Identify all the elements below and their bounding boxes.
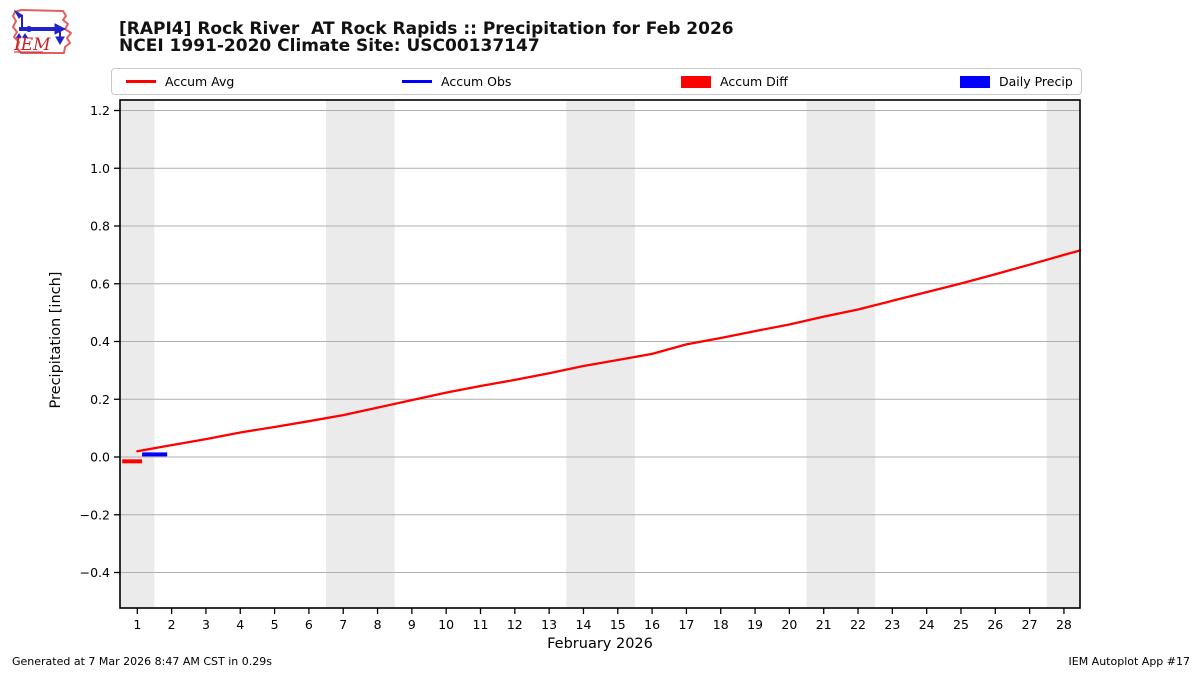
x-tick-label: 9 (408, 617, 416, 632)
x-tick-label: 1 (133, 617, 141, 632)
x-tick-label: 8 (374, 617, 382, 632)
y-tick-label: 0.2 (90, 392, 110, 407)
y-tick-label: −0.2 (80, 507, 110, 522)
x-tick-label: 10 (438, 617, 454, 632)
x-tick-label: 16 (644, 617, 660, 632)
weekend-band (806, 100, 876, 608)
x-tick-label: 24 (919, 617, 935, 632)
x-tick-label: 21 (816, 617, 832, 632)
weekend-band (1046, 100, 1080, 608)
x-tick-label: 22 (850, 617, 866, 632)
x-tick-label: 15 (610, 617, 626, 632)
legend-label: Daily Precip (999, 74, 1073, 89)
x-tick-label: 28 (1056, 617, 1072, 632)
y-tick-label: 0.8 (90, 219, 110, 234)
x-tick-label: 14 (576, 617, 592, 632)
y-tick-label: 0.4 (90, 334, 110, 349)
iowa-outline-icon (12, 9, 72, 54)
chart-title: [RAPI4] Rock River AT Rock Rapids :: Pre… (119, 19, 734, 39)
footer-generated-text: Generated at 7 Mar 2026 8:47 AM CST in 0… (12, 655, 272, 668)
x-tick-label: 19 (747, 617, 763, 632)
accum-avg-line (136, 249, 1082, 453)
y-tick-label: 1.2 (90, 103, 110, 118)
x-tick-label: 7 (339, 617, 347, 632)
legend-label: Accum Obs (441, 74, 512, 89)
marker-accum-diff (122, 459, 143, 464)
weather-vane-icon (13, 9, 67, 46)
x-tick-label: 25 (953, 617, 969, 632)
x-tick-label: 17 (678, 617, 694, 632)
y-tick-label: 0.0 (90, 450, 110, 465)
x-tick-label: 18 (713, 617, 729, 632)
x-tick-label: 4 (236, 617, 244, 632)
y-tick-label: −0.4 (80, 565, 110, 580)
legend-line-swatch-icon (126, 80, 156, 83)
x-tick-label: 20 (781, 617, 797, 632)
x-axis-label: February 2026 (547, 636, 653, 652)
weekend-band (120, 100, 155, 608)
marker-daily-precip (142, 452, 168, 457)
x-tick-label: 5 (271, 617, 279, 632)
legend-item-accum-diff: Accum Diff (681, 69, 788, 94)
legend: Accum Avg Accum Obs Accum Diff Daily Precip (111, 68, 1082, 95)
x-tick-label: 11 (473, 617, 489, 632)
y-tick-label: 1.0 (90, 161, 110, 176)
x-tick-label: 3 (202, 617, 210, 632)
legend-patch-swatch-icon (681, 75, 711, 88)
legend-patch-swatch-icon (960, 75, 990, 88)
iem-logo-text: IEM (13, 35, 51, 55)
x-tick-label: 6 (305, 617, 313, 632)
legend-item-daily-precip: Daily Precip (960, 69, 1073, 94)
iem-logo: IEM (12, 9, 72, 55)
x-tick-label: 26 (987, 617, 1003, 632)
legend-item-accum-obs: Accum Obs (402, 69, 511, 94)
legend-item-accum-avg: Accum Avg (126, 69, 234, 94)
plot-border (119, 99, 1081, 609)
legend-label: Accum Avg (165, 74, 235, 89)
legend-line-swatch-icon (402, 80, 432, 83)
x-tick-label: 12 (507, 617, 523, 632)
x-tick-label: 27 (1022, 617, 1038, 632)
x-tick-label: 13 (541, 617, 557, 632)
y-axis-label: Precipitation [inch] (48, 271, 64, 409)
x-tick-label: 23 (884, 617, 900, 632)
weekend-band (326, 100, 395, 608)
y-tick-label: 0.6 (90, 276, 110, 291)
chart-subtitle: NCEI 1991-2020 Climate Site: USC00137147 (119, 36, 540, 56)
x-tick-label: 2 (168, 617, 176, 632)
legend-label: Accum Diff (720, 74, 788, 89)
weekend-band (566, 100, 635, 608)
footer-app-text: IEM Autoplot App #17 (1068, 655, 1191, 668)
